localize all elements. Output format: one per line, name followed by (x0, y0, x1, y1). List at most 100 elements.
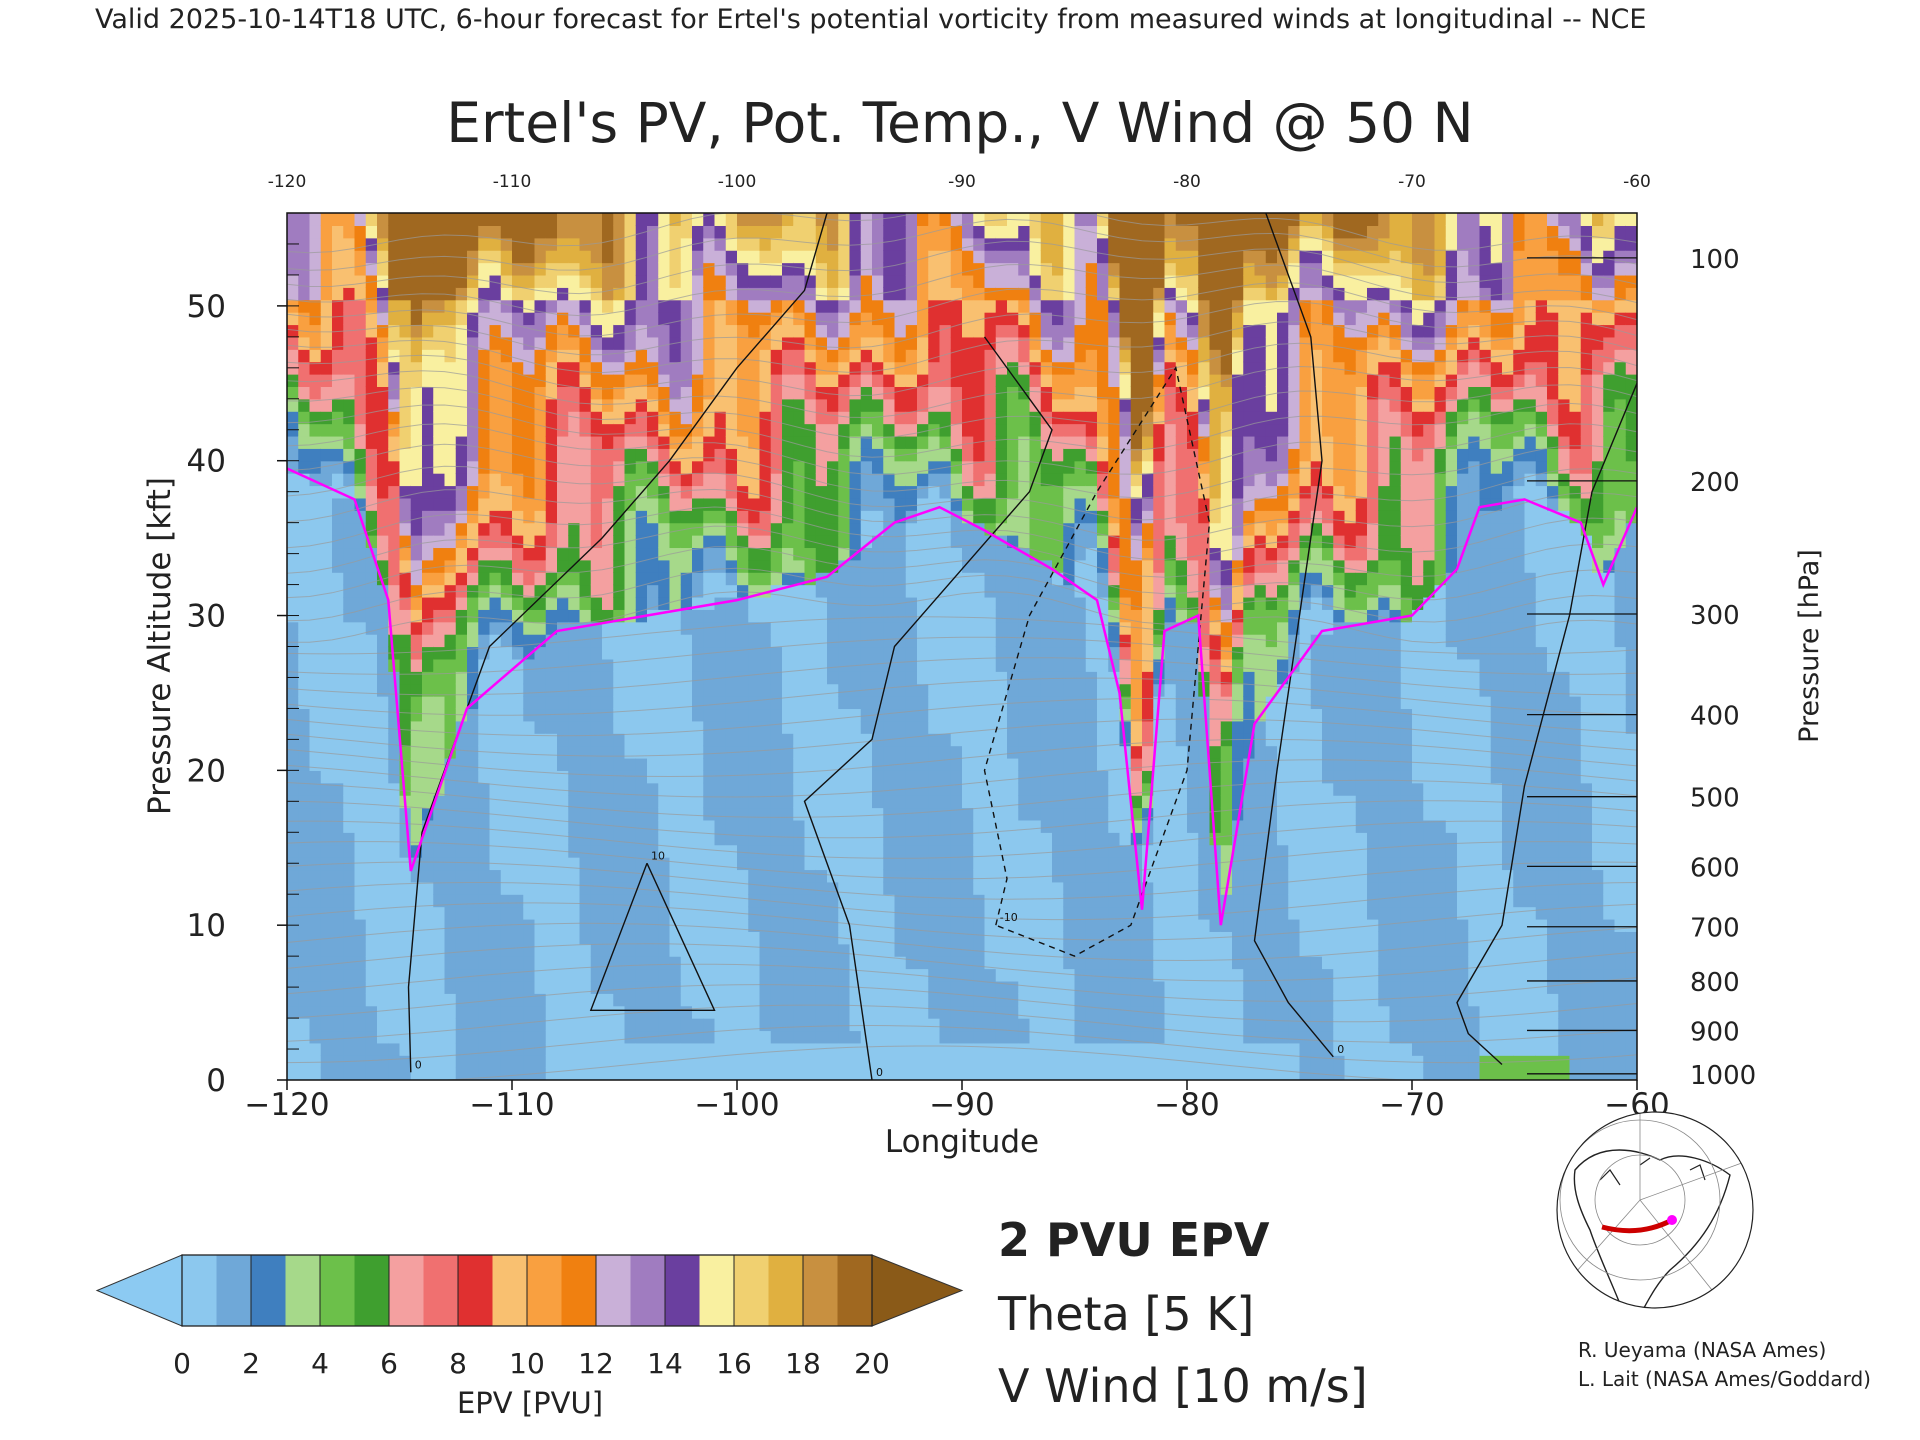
epv-cell (568, 658, 581, 672)
epv-cell (298, 473, 311, 487)
epv-cell (433, 807, 446, 821)
epv-cell (590, 361, 603, 375)
epv-cell (433, 1055, 446, 1069)
epv-cell (635, 757, 648, 771)
epv-cell (1029, 361, 1042, 375)
epv-cell (917, 547, 929, 561)
epv-cell (332, 1005, 344, 1019)
epv-cell (917, 572, 929, 586)
epv-cell (624, 349, 637, 363)
epv-cell (332, 596, 344, 610)
epv-cell (489, 237, 502, 251)
epv-cell (557, 262, 569, 276)
epv-cell (478, 1030, 491, 1044)
epv-cell (388, 857, 401, 871)
epv-cell (433, 596, 446, 610)
epv-cell (1018, 287, 1031, 301)
epv-cell (658, 1067, 671, 1080)
epv-cell (995, 832, 1008, 846)
epv-cell (568, 349, 581, 363)
epv-cell (478, 435, 491, 449)
epv-cell (399, 312, 412, 326)
epv-cell (444, 596, 457, 610)
epv-cell (804, 1067, 817, 1080)
epv-cell (590, 312, 603, 326)
epv-cell (1029, 646, 1042, 660)
epv-cell (950, 956, 963, 970)
epv-cell (343, 250, 356, 264)
epv-cell (1074, 720, 1087, 734)
epv-cell (770, 819, 783, 833)
epv-cell (500, 621, 513, 635)
epv-cell (849, 708, 862, 722)
epv-cell (793, 1018, 806, 1032)
epv-cell (759, 349, 772, 363)
epv-cell (287, 646, 299, 660)
epv-cell (433, 943, 446, 957)
epv-cell (962, 411, 974, 425)
epv-cell (838, 646, 851, 660)
epv-cell (399, 237, 412, 251)
epv-cell (467, 968, 479, 982)
epv-cell (962, 510, 974, 524)
epv-cell (410, 609, 423, 623)
epv-cell (827, 1055, 839, 1069)
epv-cell (1063, 609, 1076, 623)
epv-cell (534, 906, 547, 920)
epv-cell (995, 956, 1008, 970)
epv-cell (973, 720, 986, 734)
epv-cell (287, 336, 299, 350)
epv-cell (309, 522, 322, 536)
epv-cell (354, 596, 367, 610)
epv-cell (1074, 324, 1087, 338)
epv-cell (287, 869, 299, 883)
epv-cell (995, 423, 1008, 437)
epv-cell (1040, 857, 1053, 871)
epv-cell (489, 906, 502, 920)
epv-cell (1029, 993, 1042, 1007)
epv-cell (804, 757, 817, 771)
epv-cell (590, 324, 603, 338)
epv-cell (883, 634, 896, 648)
epv-cell (489, 943, 502, 957)
epv-cell (557, 274, 569, 288)
epv-cell (748, 795, 761, 809)
epv-cell (894, 1055, 907, 1069)
epv-cell (725, 720, 738, 734)
epv-cell (320, 336, 333, 350)
epv-cell (973, 869, 986, 883)
epv-cell (545, 572, 558, 586)
epv-cell (354, 968, 367, 982)
epv-cell (1074, 906, 1087, 920)
epv-cell (669, 906, 682, 920)
epv-cell (523, 757, 536, 771)
epv-cell (557, 1055, 569, 1069)
epv-cell (399, 411, 412, 425)
epv-cell (714, 968, 727, 982)
epv-cell (680, 869, 693, 883)
epv-cell (782, 733, 794, 747)
epv-cell (1029, 819, 1042, 833)
epv-cell (635, 237, 648, 251)
epv-cell (568, 411, 581, 425)
epv-cell (1040, 547, 1053, 561)
epv-cell (782, 336, 794, 350)
epv-cell (748, 621, 761, 635)
epv-cell (287, 894, 299, 908)
epv-cell (422, 448, 434, 462)
epv-cell (343, 634, 356, 648)
epv-cell (692, 1042, 704, 1056)
epv-cell (827, 931, 839, 945)
epv-cell (793, 559, 806, 573)
epv-cell (568, 956, 581, 970)
epv-cell (298, 733, 311, 747)
epv-cell (770, 497, 783, 511)
epv-cell (489, 733, 502, 747)
epv-cell (602, 386, 614, 400)
epv-cell (939, 398, 952, 412)
epv-cell (534, 336, 547, 350)
epv-cell (500, 894, 513, 908)
epv-cell (534, 968, 547, 982)
epv-cell (793, 237, 806, 251)
epv-cell (973, 646, 986, 660)
